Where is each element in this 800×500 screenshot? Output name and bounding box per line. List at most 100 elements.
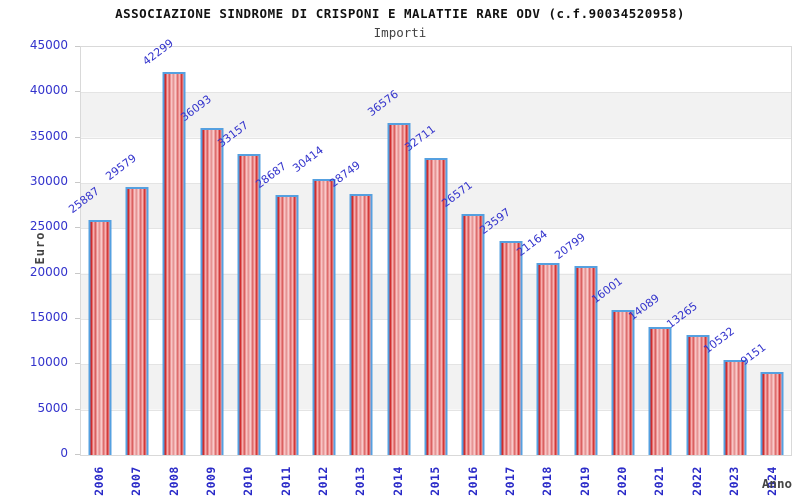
y-tick-mark bbox=[75, 363, 80, 365]
x-tick-label-2011: 2011 bbox=[278, 466, 293, 496]
y-tick-label-35000: 35000 bbox=[29, 128, 68, 143]
x-cell-2021: 2021 bbox=[641, 460, 678, 500]
y-tick-label-10000: 10000 bbox=[29, 355, 68, 370]
x-tick-label-2016: 2016 bbox=[465, 466, 480, 496]
x-tick-label-2010: 2010 bbox=[241, 466, 256, 496]
x-cell-2020: 2020 bbox=[603, 460, 640, 500]
bar-slot-2006: 25887 bbox=[66, 47, 118, 455]
x-tick-label-2023: 2023 bbox=[727, 466, 742, 496]
bar-slot-2017: 23597 bbox=[477, 47, 529, 455]
bar-slot-2022: 13265 bbox=[664, 47, 716, 455]
y-tick-mark bbox=[75, 454, 80, 455]
gridline bbox=[81, 92, 791, 94]
x-tick-label-2015: 2015 bbox=[428, 466, 443, 496]
x-axis: 2006 2007 2008 2009 2010 2011 2012 2013 2014 2015… bbox=[80, 460, 790, 500]
x-cell-2012: 2012 bbox=[304, 460, 341, 500]
x-cell-2015: 2015 bbox=[416, 460, 453, 500]
x-tick-label-2017: 2017 bbox=[502, 466, 517, 496]
bar-slot-2009: 36093 bbox=[178, 47, 230, 455]
bar-2020 bbox=[611, 309, 635, 455]
x-cell-2017: 2017 bbox=[491, 460, 528, 500]
bar-2006 bbox=[88, 220, 112, 455]
bar-slot-2024: 9151 bbox=[739, 47, 791, 455]
x-cell-2016: 2016 bbox=[454, 460, 491, 500]
bar-slot-2023: 10532 bbox=[701, 47, 753, 455]
x-cell-2013: 2013 bbox=[342, 460, 379, 500]
bar-2015 bbox=[424, 158, 448, 455]
value-label-2006: 25887 bbox=[65, 184, 102, 217]
x-cell-2014: 2014 bbox=[379, 460, 416, 500]
bar-slot-2019: 20799 bbox=[552, 47, 604, 455]
x-tick-label-2022: 2022 bbox=[689, 466, 704, 496]
y-tick-label-5000: 5000 bbox=[37, 400, 68, 415]
y-tick-mark bbox=[75, 318, 80, 319]
bar-slot-2008: 42299 bbox=[141, 36, 193, 455]
y-tick-label-30000: 30000 bbox=[29, 174, 68, 188]
x-cell-2007: 2007 bbox=[117, 460, 154, 500]
x-cell-2009: 2009 bbox=[192, 460, 229, 500]
bar-2016 bbox=[461, 214, 485, 455]
bar-series: 25887 29579 42299 36093 33157 28687 30414 28749… bbox=[66, 36, 791, 455]
bar-slot-2020: 16001 bbox=[589, 47, 641, 455]
y-tick-label-15000: 15000 bbox=[29, 310, 68, 324]
bar-slot-2007: 29579 bbox=[103, 47, 155, 455]
y-tick-label-25000: 25000 bbox=[29, 219, 68, 234]
y-tick-mark bbox=[75, 272, 80, 274]
y-axis-title: Euro bbox=[33, 231, 47, 265]
bar-2019 bbox=[574, 266, 598, 455]
bar-slot-2018: 21164 bbox=[514, 47, 567, 455]
y-tick-label-40000: 40000 bbox=[29, 83, 68, 98]
x-cell-2019: 2019 bbox=[566, 460, 603, 500]
bar-2024 bbox=[760, 372, 784, 455]
x-tick-label-2006: 2006 bbox=[91, 466, 106, 496]
x-cell-2008: 2008 bbox=[155, 460, 192, 500]
y-tick-mark bbox=[75, 91, 80, 93]
bar-2014 bbox=[387, 123, 411, 455]
x-cell-2022: 2022 bbox=[678, 460, 715, 500]
bar-slot-2016: 26571 bbox=[440, 47, 492, 455]
y-tick-mark bbox=[75, 408, 80, 410]
x-tick-label-2021: 2021 bbox=[652, 466, 667, 496]
y-tick-mark bbox=[75, 136, 80, 138]
bar-2023 bbox=[723, 359, 747, 455]
x-tick-label-2013: 2013 bbox=[353, 466, 368, 496]
value-label-2008: 42299 bbox=[140, 36, 177, 68]
bar-2010 bbox=[237, 154, 261, 455]
bar-slot-2010: 33157 bbox=[215, 47, 268, 455]
y-tick-label-0: 0 bbox=[60, 446, 68, 460]
bar-slot-2013: 28749 bbox=[327, 47, 380, 455]
bar-slot-2015: 32711 bbox=[402, 47, 454, 455]
chart-title: ASSOCIAZIONE SINDROME DI CRISPONI E MALA… bbox=[115, 6, 685, 21]
bar-2013 bbox=[349, 194, 373, 455]
bar-slot-2014: 36576 bbox=[365, 47, 417, 455]
x-tick-label-2007: 2007 bbox=[129, 466, 144, 496]
bar-slot-2012: 30414 bbox=[290, 47, 342, 455]
y-tick-mark bbox=[75, 182, 80, 183]
chart-subtitle: Importi bbox=[373, 25, 427, 40]
x-axis-title: Anno bbox=[761, 476, 792, 491]
x-tick-label-2014: 2014 bbox=[390, 466, 405, 496]
y-tick-label-45000: 45000 bbox=[29, 38, 68, 52]
y-tick-mark bbox=[75, 227, 80, 229]
plot-area: 25887 29579 42299 36093 33157 28687 30414 28749… bbox=[66, 36, 792, 456]
x-tick-label-2020: 2020 bbox=[614, 466, 629, 496]
y-tick-label-20000: 20000 bbox=[29, 264, 68, 279]
gridline bbox=[81, 137, 791, 139]
x-cell-2006: 2006 bbox=[80, 460, 117, 500]
bar-2011 bbox=[275, 194, 299, 455]
bar-2008 bbox=[162, 71, 186, 455]
x-cell-2011: 2011 bbox=[267, 460, 304, 500]
bar-2018 bbox=[536, 263, 560, 455]
bar-2009 bbox=[200, 127, 224, 455]
bar-2012 bbox=[312, 179, 336, 455]
y-tick-mark bbox=[75, 46, 80, 47]
x-cell-2010: 2010 bbox=[230, 460, 267, 500]
bar-2007 bbox=[125, 186, 149, 455]
bar-2022 bbox=[686, 334, 710, 455]
x-cell-2023: 2023 bbox=[715, 460, 752, 500]
x-tick-label-2019: 2019 bbox=[577, 466, 592, 496]
x-tick-label-2009: 2009 bbox=[203, 466, 218, 496]
x-tick-label-2018: 2018 bbox=[540, 466, 555, 496]
bar-slot-2011: 28687 bbox=[253, 47, 305, 455]
